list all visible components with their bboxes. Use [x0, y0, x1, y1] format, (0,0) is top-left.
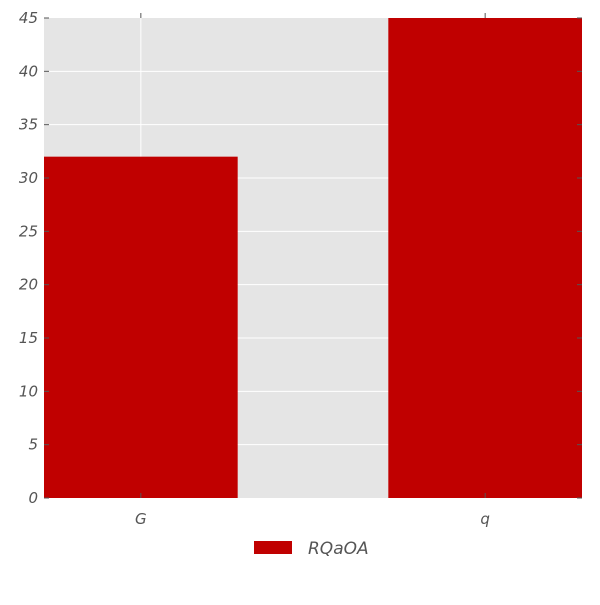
y-tick-label: 15 [19, 329, 38, 347]
y-tick-label: 30 [19, 169, 38, 187]
bars [44, 18, 582, 498]
legend: RQaOA [254, 539, 369, 559]
y-tick-label: 20 [19, 276, 38, 294]
y-tick-label: 0 [28, 489, 38, 507]
legend-swatch [254, 541, 292, 554]
y-tick-label: 25 [19, 222, 38, 240]
y-tick-label: 45 [19, 9, 38, 27]
y-tick-label: 5 [28, 436, 38, 454]
y-tick-label: 35 [19, 116, 38, 134]
bar-G [44, 156, 238, 498]
legend-label: RQaOA [308, 539, 369, 559]
y-tick-label: 10 [19, 382, 38, 400]
x-tick-label: G [135, 510, 147, 528]
axes: 0 5 10 15 20 25 30 35 40 45 G q [19, 9, 582, 528]
bar-q [388, 18, 582, 498]
y-tick-label: 40 [19, 62, 38, 80]
x-tick-label: q [480, 510, 490, 528]
